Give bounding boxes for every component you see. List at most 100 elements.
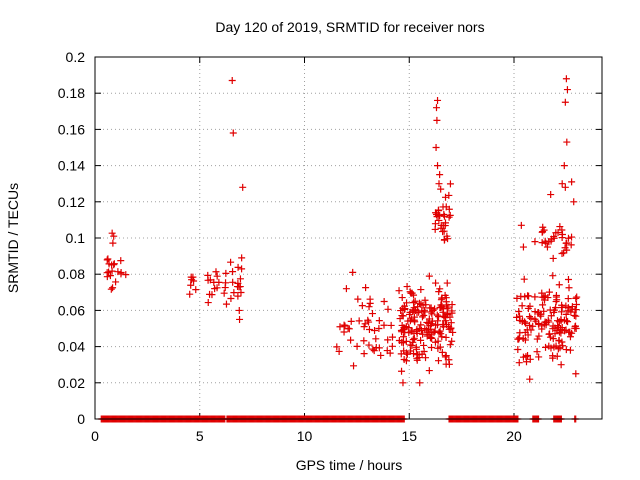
data-point bbox=[349, 268, 357, 276]
data-point bbox=[436, 212, 444, 220]
data-point bbox=[220, 289, 228, 297]
data-point bbox=[432, 144, 440, 151]
data-point bbox=[365, 325, 373, 333]
data-point bbox=[519, 243, 527, 251]
data-point bbox=[432, 210, 440, 218]
data-point bbox=[403, 350, 411, 358]
data-point bbox=[410, 334, 418, 342]
data-point bbox=[188, 276, 196, 284]
data-point bbox=[558, 230, 566, 238]
data-point bbox=[515, 334, 523, 342]
data-point bbox=[204, 276, 212, 284]
data-point bbox=[562, 75, 570, 83]
data-points bbox=[103, 75, 581, 387]
data-point bbox=[423, 318, 431, 326]
data-point bbox=[437, 304, 445, 312]
data-point bbox=[540, 293, 548, 301]
data-point bbox=[573, 293, 581, 301]
data-point bbox=[239, 183, 247, 191]
data-point bbox=[402, 357, 410, 365]
data-point bbox=[438, 302, 446, 310]
data-point bbox=[109, 239, 117, 247]
data-point bbox=[435, 313, 443, 321]
data-point bbox=[235, 306, 243, 314]
data-point bbox=[571, 322, 579, 330]
data-point bbox=[558, 249, 566, 257]
data-point bbox=[347, 317, 355, 325]
data-point bbox=[567, 241, 575, 249]
data-point bbox=[568, 329, 576, 337]
data-point bbox=[104, 255, 112, 263]
data-point bbox=[562, 310, 570, 318]
data-point bbox=[563, 138, 571, 146]
y-tick-label: 0.18 bbox=[58, 85, 85, 101]
data-point bbox=[529, 322, 537, 330]
data-point bbox=[434, 96, 442, 104]
data-point bbox=[439, 228, 447, 236]
data-point bbox=[554, 229, 562, 237]
data-point bbox=[106, 272, 114, 280]
data-point bbox=[533, 335, 541, 343]
data-point bbox=[444, 303, 452, 311]
data-point bbox=[212, 268, 220, 276]
data-point bbox=[415, 351, 423, 359]
data-point bbox=[341, 322, 349, 330]
data-point bbox=[227, 294, 235, 302]
x-tick-label: 5 bbox=[196, 428, 204, 444]
data-point bbox=[547, 191, 555, 199]
data-point bbox=[426, 304, 434, 312]
data-point bbox=[213, 272, 221, 280]
data-point bbox=[439, 308, 447, 316]
data-point bbox=[526, 375, 534, 383]
data-point bbox=[215, 278, 223, 286]
data-point bbox=[547, 344, 555, 352]
data-point bbox=[549, 352, 557, 360]
data-point bbox=[409, 306, 417, 314]
data-point bbox=[422, 354, 430, 362]
data-point bbox=[108, 229, 116, 237]
data-point bbox=[545, 238, 553, 246]
data-point bbox=[446, 211, 454, 219]
data-point bbox=[433, 116, 441, 124]
data-point bbox=[549, 272, 557, 280]
data-point bbox=[335, 347, 343, 355]
data-point bbox=[564, 318, 572, 326]
data-point bbox=[572, 312, 580, 320]
data-point bbox=[371, 326, 379, 334]
data-point bbox=[561, 183, 569, 191]
data-point bbox=[432, 321, 440, 329]
data-point bbox=[418, 307, 426, 315]
data-point bbox=[537, 312, 545, 320]
data-point bbox=[443, 279, 451, 287]
data-point bbox=[553, 326, 561, 334]
data-point bbox=[236, 315, 244, 323]
data-point bbox=[440, 236, 448, 244]
data-point bbox=[417, 321, 425, 329]
data-point bbox=[399, 379, 407, 387]
data-point bbox=[377, 351, 385, 359]
data-point bbox=[442, 193, 450, 201]
data-point bbox=[416, 379, 424, 387]
data-point bbox=[526, 355, 534, 363]
data-point bbox=[521, 318, 529, 326]
data-point bbox=[407, 315, 415, 323]
data-point bbox=[549, 322, 557, 330]
data-point bbox=[350, 362, 358, 370]
data-point bbox=[342, 285, 350, 293]
data-point bbox=[445, 356, 453, 364]
data-point bbox=[527, 326, 535, 334]
data-point bbox=[562, 346, 570, 354]
data-point bbox=[558, 180, 566, 188]
data-point bbox=[417, 301, 425, 309]
data-point bbox=[229, 278, 237, 286]
y-tick-label: 0.12 bbox=[58, 194, 85, 210]
data-point bbox=[535, 353, 543, 361]
data-point bbox=[365, 341, 373, 349]
data-point bbox=[432, 104, 440, 112]
y-axis-label: SRMTID / TECUs bbox=[5, 183, 21, 293]
x-tick-label: 10 bbox=[297, 428, 313, 444]
data-point bbox=[442, 352, 450, 360]
data-point bbox=[513, 294, 521, 302]
y-tick-label: 0.08 bbox=[58, 266, 85, 282]
chart-title: Day 120 of 2019, SRMTID for receiver nor… bbox=[215, 19, 484, 35]
